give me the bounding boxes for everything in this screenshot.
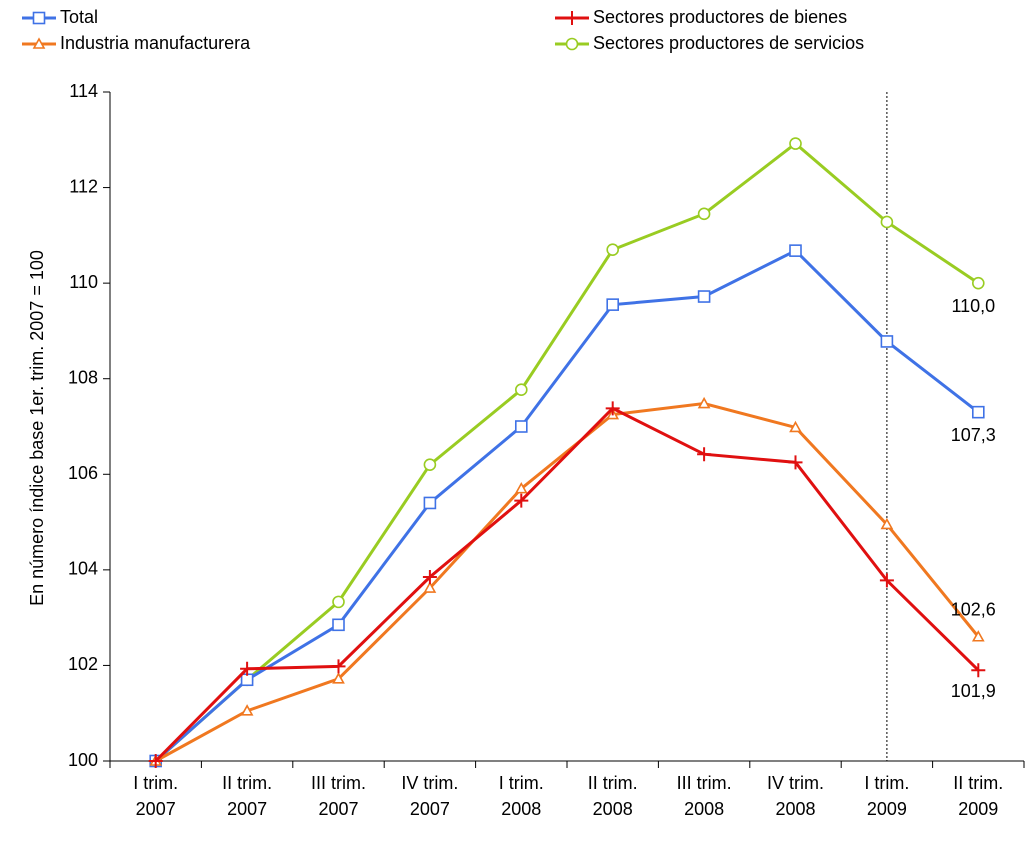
x-tick-label: III trim. 2007 — [311, 773, 366, 819]
marker — [697, 396, 711, 409]
value-label: 107,3 — [951, 425, 996, 445]
series-line — [154, 248, 980, 763]
x-tick-label: II trim. 2008 — [588, 773, 638, 819]
legend-label: Industria manufacturera — [60, 33, 251, 53]
marker — [565, 11, 579, 25]
marker — [971, 663, 986, 678]
x-tick-label: IV trim. 2007 — [401, 773, 458, 819]
marker — [240, 661, 255, 676]
x-tick-label: II trim. 2009 — [953, 773, 1003, 819]
marker — [332, 672, 345, 684]
y-tick-label: 108 — [68, 367, 98, 387]
series-line — [154, 402, 980, 763]
y-tick-label: 100 — [68, 750, 98, 770]
x-tick-label: I trim. 2008 — [499, 773, 544, 819]
value-label: 101,9 — [951, 681, 996, 701]
y-tick-label: 106 — [68, 463, 98, 483]
marker — [606, 298, 620, 311]
marker — [971, 630, 985, 642]
marker — [880, 215, 894, 229]
marker — [332, 595, 345, 609]
marker — [697, 290, 711, 303]
marker — [423, 458, 437, 472]
marker — [331, 659, 346, 674]
marker — [514, 420, 528, 433]
marker — [697, 207, 711, 221]
marker — [697, 447, 712, 462]
marker — [332, 618, 345, 632]
marker — [880, 517, 894, 530]
legend-label: Total — [60, 7, 98, 27]
marker — [971, 276, 985, 290]
marker — [148, 754, 163, 768]
marker — [422, 570, 437, 585]
y-tick-label: 102 — [68, 654, 98, 674]
series-line — [154, 141, 980, 763]
y-axis-label: En número índice base 1er. trim. 2007 = … — [27, 250, 47, 606]
legend-label: Sectores productores de bienes — [593, 7, 847, 27]
legend-label: Sectores productores de servicios — [593, 33, 864, 53]
x-tick-label: IV trim. 2008 — [767, 773, 824, 819]
marker — [423, 581, 437, 593]
marker — [32, 37, 46, 49]
x-tick-label: I trim. 2007 — [133, 773, 178, 819]
marker — [514, 481, 528, 494]
marker — [789, 420, 802, 433]
marker — [423, 496, 437, 510]
marker — [240, 673, 254, 687]
marker — [514, 383, 528, 397]
marker — [606, 243, 620, 256]
marker — [971, 405, 985, 419]
x-tick-label: II trim. 2007 — [222, 773, 272, 819]
marker — [789, 244, 802, 257]
value-label: 102,6 — [951, 600, 996, 620]
marker — [788, 455, 803, 470]
marker — [565, 37, 579, 51]
y-tick-label: 112 — [69, 176, 98, 196]
marker — [514, 493, 529, 508]
y-tick-label: 110 — [69, 272, 98, 292]
value-label: 110,0 — [951, 296, 995, 316]
x-tick-label: I trim. 2009 — [864, 773, 909, 819]
marker — [879, 573, 894, 588]
y-tick-label: 114 — [69, 81, 98, 101]
marker — [32, 11, 46, 25]
marker — [880, 335, 894, 348]
y-tick-label: 104 — [68, 559, 98, 579]
x-tick-label: III trim. 2008 — [677, 773, 732, 819]
marker — [789, 137, 802, 150]
marker — [605, 401, 620, 416]
series-line — [154, 406, 980, 763]
marker — [240, 704, 254, 716]
